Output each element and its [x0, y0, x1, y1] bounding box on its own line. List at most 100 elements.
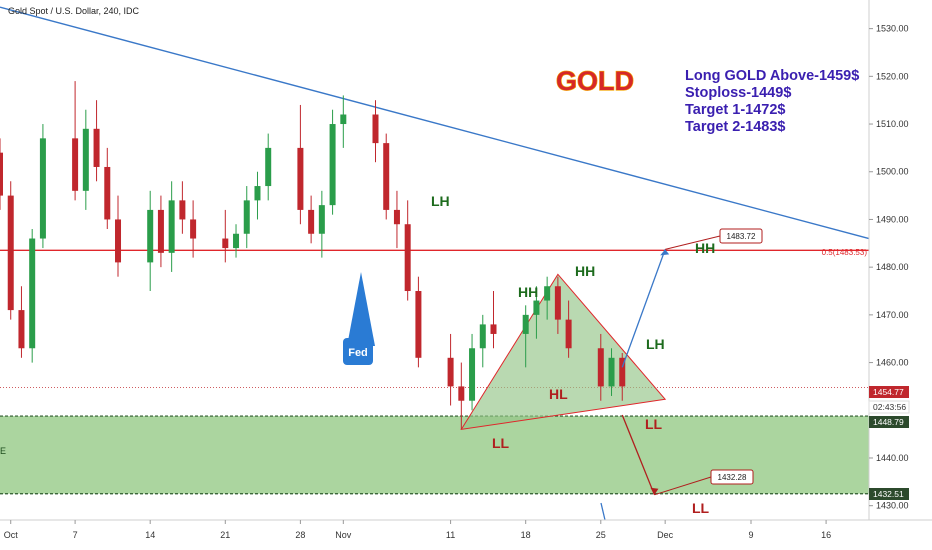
candle — [115, 195, 122, 277]
symbol-title: Gold Spot / U.S. Dollar, 240, IDC — [8, 6, 140, 16]
candle-body — [383, 143, 390, 210]
x-tick-label: 16 — [821, 530, 831, 540]
price-tag-zone-bottom: 1432.51 — [869, 488, 909, 500]
callout-target-up[interactable]: 1483.72 — [719, 228, 763, 244]
y-tick-label: 1510.00 — [876, 119, 909, 129]
triangle-pattern-layer — [460, 273, 667, 431]
candle — [168, 181, 175, 272]
countdown-tag: 02:43:56 — [868, 400, 910, 414]
projection-down-arrowhead — [650, 487, 659, 495]
callout-up-leader — [665, 235, 721, 250]
y-tick-label: 1530.00 — [876, 24, 909, 34]
descending-trendline — [0, 6, 870, 240]
candle — [93, 100, 100, 182]
candle — [147, 190, 154, 292]
candle-body — [179, 200, 186, 220]
candle-body — [565, 319, 572, 349]
candle — [415, 276, 422, 368]
y-tick-label: 1460.00 — [876, 358, 909, 368]
candle-body — [458, 386, 465, 401]
candle-body — [157, 209, 164, 253]
x-tick-label: 25 — [596, 530, 606, 540]
candle — [179, 181, 186, 234]
x-tick-label: 28 — [295, 530, 305, 540]
candle — [190, 200, 197, 258]
fib-level-label: 0.5(1483.53) — [822, 248, 868, 257]
callout-target-down-value: 1432.28 — [718, 473, 747, 482]
y-tick-label: 1470.00 — [876, 310, 909, 320]
candle-body — [147, 209, 154, 263]
candle — [479, 314, 486, 368]
candle — [243, 186, 250, 249]
candle-body — [0, 152, 3, 196]
trade-plan-line-1: Long GOLD Above-1459$ — [685, 68, 859, 84]
label-hh-target: HH — [695, 240, 715, 256]
fed-label: Fed — [348, 347, 368, 359]
candle — [619, 353, 626, 401]
x-tick-label: Dec — [657, 530, 674, 540]
candle — [18, 286, 25, 358]
triangle-pattern — [460, 273, 667, 431]
candle-body — [522, 314, 529, 334]
candle-body — [318, 205, 325, 234]
price-axis[interactable]: 1430.001440.001450.001460.001470.001480.… — [868, 0, 910, 520]
callout-down-leader — [654, 476, 712, 496]
x-tick-label: 9 — [748, 530, 753, 540]
y-tick-label: 1440.00 — [876, 453, 909, 463]
candle — [233, 224, 240, 258]
candle — [533, 286, 540, 339]
x-tick-label: Oct — [4, 530, 19, 540]
price-tag-zone-bottom-value: 1432.51 — [873, 489, 904, 499]
zone-side-marker: E — [0, 446, 6, 456]
candle — [7, 181, 14, 320]
label-ll-2: LL — [645, 416, 663, 432]
label-ll-target: LL — [692, 500, 710, 516]
candle — [254, 171, 261, 220]
candle — [104, 147, 111, 229]
y-tick-label: 1480.00 — [876, 262, 909, 272]
candle-body — [608, 357, 615, 387]
label-hh-1: HH — [518, 284, 538, 300]
candle-body — [469, 348, 476, 401]
candle-body — [404, 224, 411, 292]
candle-body — [233, 233, 240, 249]
candle — [265, 133, 272, 201]
candle-body — [447, 357, 454, 387]
candle-body — [479, 324, 486, 349]
candle-body — [533, 300, 540, 315]
candles-layer — [0, 81, 626, 430]
candle — [157, 195, 164, 268]
label-hh-2: HH — [575, 263, 595, 279]
candle — [39, 124, 46, 249]
candle-body — [372, 114, 379, 144]
fed-event-marker[interactable]: Fed — [343, 272, 375, 365]
projection-layer — [600, 235, 721, 521]
x-tick-label: Nov — [335, 530, 352, 540]
candle-body — [82, 128, 89, 191]
candle — [82, 109, 89, 210]
y-tick-label: 1490.00 — [876, 214, 909, 224]
x-tick-label: 18 — [521, 530, 531, 540]
candle — [383, 133, 390, 220]
time-axis[interactable]: Oct 7 14 21 28 Nov 11 18 25 Dec 9 16 — [0, 519, 932, 540]
candle-body — [7, 195, 14, 311]
candle — [469, 333, 476, 411]
candle — [554, 276, 561, 334]
label-lh-1: LH — [431, 193, 450, 209]
candle-body — [29, 238, 36, 349]
candle — [447, 333, 454, 406]
candle — [29, 228, 36, 363]
candle — [297, 104, 304, 225]
countdown-value: 02:43:56 — [873, 402, 906, 412]
candle-body — [297, 147, 304, 210]
callout-target-down[interactable]: 1432.28 — [710, 469, 754, 485]
candle-body — [329, 124, 336, 206]
price-tag-current-value: 1454.77 — [873, 387, 904, 397]
candle-body — [308, 209, 315, 234]
candle — [544, 276, 551, 320]
candle — [608, 348, 615, 396]
price-tag-zone-top-value: 1448.79 — [873, 417, 904, 427]
candle-body — [393, 209, 400, 225]
candle-body — [104, 166, 111, 220]
